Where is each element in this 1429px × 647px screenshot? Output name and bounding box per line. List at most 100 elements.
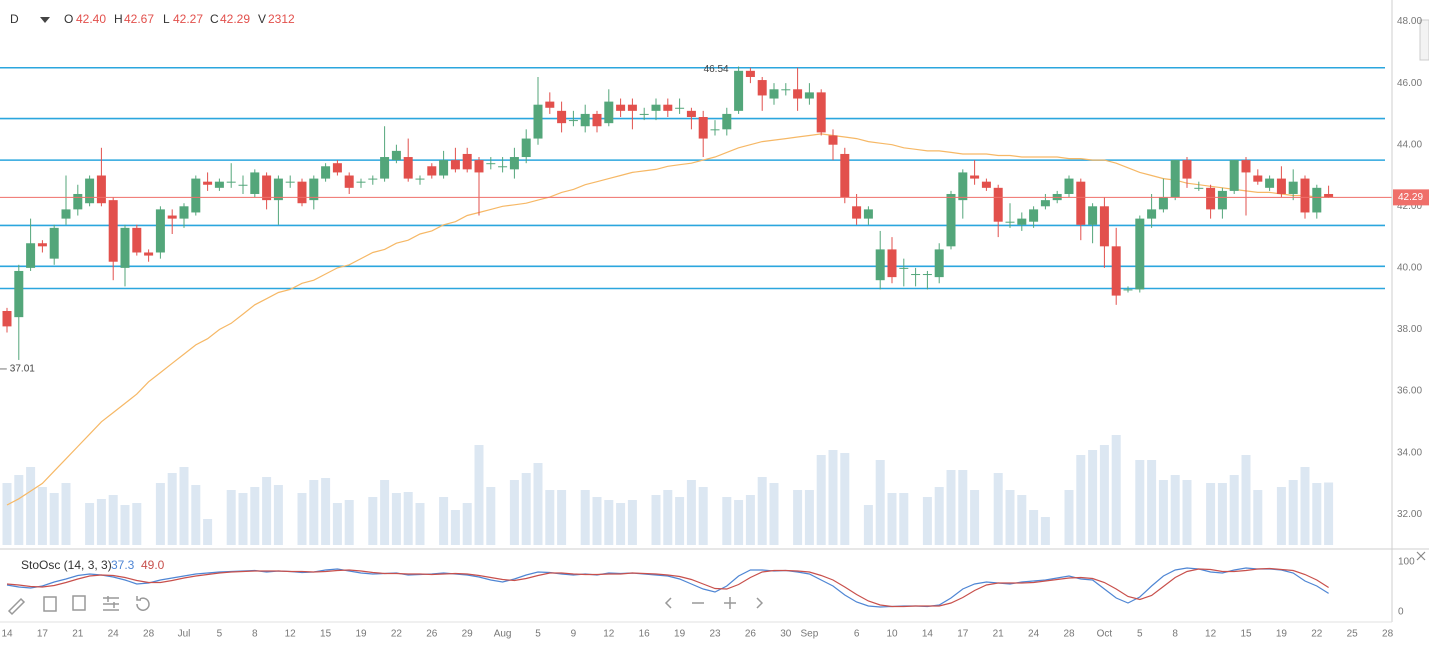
- volume-bar: [321, 478, 331, 545]
- indicator-value: 49.0: [141, 558, 165, 572]
- candle-body: [604, 101, 614, 124]
- y-tick-label: 34.00: [1397, 447, 1422, 458]
- volume-bar: [675, 497, 685, 545]
- volume-bar: [391, 493, 401, 545]
- candle-body: [911, 274, 921, 276]
- volume-bar: [26, 467, 36, 545]
- x-tick-label: 10: [886, 629, 898, 640]
- doc-icon[interactable]: [43, 596, 57, 612]
- x-tick-label: 14: [922, 629, 934, 640]
- volume-bar: [37, 487, 47, 545]
- x-tick-label: 25: [1347, 629, 1359, 640]
- y-tick-label: 38.00: [1397, 324, 1422, 335]
- indicator-value: 37.3: [111, 558, 135, 572]
- volume-bar: [875, 460, 885, 545]
- candle-body: [675, 107, 685, 109]
- volume-bar: [273, 485, 283, 545]
- volume-bar: [85, 503, 95, 545]
- candle-body: [226, 181, 236, 183]
- copy-icon[interactable]: [72, 595, 86, 611]
- x-tick-label: 21: [993, 629, 1005, 640]
- volume-bar: [557, 490, 567, 545]
- volume-bar: [993, 473, 1003, 545]
- candle-body: [450, 160, 460, 170]
- indicator-title[interactable]: StoOsc (14, 3, 3): [21, 558, 112, 572]
- candle-body: [155, 209, 165, 253]
- volume-bar: [297, 493, 307, 545]
- volume-bar: [946, 470, 956, 545]
- volume-bar: [592, 497, 602, 545]
- x-tick-label: 30: [780, 629, 792, 640]
- candle-body: [96, 175, 106, 204]
- x-tick-label: 19: [1276, 629, 1288, 640]
- candle-body: [816, 92, 826, 133]
- zoom-in[interactable]: [724, 597, 736, 609]
- candle-body: [639, 113, 649, 115]
- stochastic-line: [6, 567, 1329, 608]
- volume-bar: [132, 503, 142, 545]
- scroll-left[interactable]: [664, 597, 672, 609]
- volume-bar: [1040, 517, 1050, 545]
- x-tick-label: Aug: [494, 629, 512, 640]
- volume-bar: [545, 490, 555, 545]
- candle-body: [981, 181, 991, 188]
- candle-body: [1005, 221, 1015, 223]
- candle-body: [439, 160, 449, 176]
- candle-body: [37, 243, 47, 247]
- reset-icon[interactable]: [136, 596, 150, 611]
- volume-bar: [769, 483, 779, 545]
- volume-bar: [403, 492, 413, 545]
- candle-body: [934, 249, 944, 278]
- volume-bar: [1017, 495, 1027, 545]
- candle-body: [120, 227, 130, 268]
- candle-body: [1040, 200, 1050, 207]
- interval[interactable]: D: [10, 12, 19, 26]
- volume-bar: [309, 480, 319, 545]
- x-tick-label: 8: [1172, 629, 1178, 640]
- candle-body: [1135, 218, 1145, 290]
- candle-body: [85, 178, 95, 204]
- close-indicator[interactable]: [1416, 551, 1426, 561]
- volume-bar: [521, 473, 531, 545]
- candle-body: [1064, 178, 1074, 194]
- scroll-right[interactable]: [756, 597, 764, 609]
- pencil-icon[interactable]: [7, 597, 26, 616]
- x-tick-label: 9: [571, 629, 577, 640]
- volume-bar: [627, 500, 637, 545]
- volume-bar: [745, 495, 755, 545]
- candle-body: [1241, 160, 1251, 173]
- volume-bar: [734, 500, 744, 545]
- volume-bar: [509, 480, 519, 545]
- candle-body: [899, 267, 909, 269]
- candle-body: [1300, 178, 1310, 213]
- x-tick-label: 14: [1, 629, 13, 640]
- volume-bar: [1076, 455, 1086, 545]
- candle-body: [1147, 209, 1157, 219]
- interval-dropdown[interactable]: [40, 17, 50, 23]
- volume-bar: [663, 490, 673, 545]
- candle-body: [391, 150, 401, 161]
- volume-bar: [155, 483, 165, 545]
- volume-bar: [1288, 480, 1298, 545]
- volume-bar: [474, 445, 484, 545]
- volume-bar: [203, 519, 213, 545]
- candle-body: [545, 101, 555, 108]
- volume-bar: [958, 470, 968, 545]
- candle-body: [203, 181, 213, 185]
- volume-bar: [250, 487, 260, 545]
- x-tick-label: 12: [285, 629, 297, 640]
- x-tick-label: 28: [1382, 629, 1394, 640]
- x-tick-label: 29: [462, 629, 474, 640]
- volume-bar: [1229, 475, 1239, 545]
- volume-bar: [14, 475, 24, 545]
- volume-bar: [439, 497, 449, 545]
- candle-body: [757, 80, 767, 96]
- volume-bar: [793, 490, 803, 545]
- candle-body: [852, 206, 862, 219]
- side-tab[interactable]: [1419, 19, 1429, 61]
- x-tick-label: 24: [108, 629, 120, 640]
- candle-body: [380, 157, 390, 179]
- candle-body: [415, 178, 425, 180]
- candle-body: [722, 113, 732, 130]
- settings-icon[interactable]: [103, 596, 119, 611]
